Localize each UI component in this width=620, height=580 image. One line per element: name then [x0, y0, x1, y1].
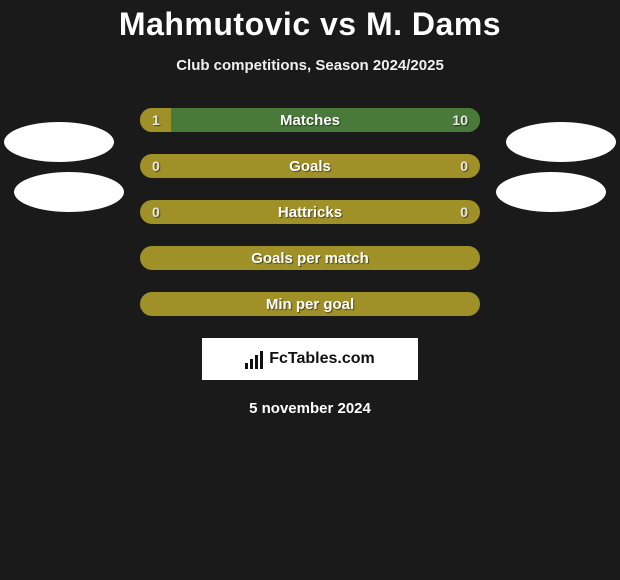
stat-bar-right [171, 108, 480, 132]
page-subtitle: Club competitions, Season 2024/2025 [0, 57, 620, 74]
stat-bar-left [140, 292, 480, 316]
page-title: Mahmutovic vs M. Dams [0, 6, 620, 43]
player-right-avatar-2 [496, 172, 606, 212]
date-text: 5 november 2024 [0, 400, 620, 417]
source-badge[interactable]: FcTables.com [202, 338, 418, 380]
source-badge-text: FcTables.com [269, 350, 375, 368]
player-left-avatar-1 [4, 122, 114, 162]
stat-bar-left [140, 200, 480, 224]
player-right-avatar-1 [506, 122, 616, 162]
stat-row: Matches110 [140, 108, 480, 132]
stat-row: Hattricks00 [140, 200, 480, 224]
stat-row: Goals00 [140, 154, 480, 178]
stat-bar-left [140, 154, 480, 178]
comparison-bars: Matches110 Goals00 Hattricks00 Goals per ma… [140, 108, 480, 316]
stat-bar-left [140, 108, 171, 132]
stat-row: Goals per match [140, 246, 480, 270]
comparison-card: Mahmutovic vs M. Dams Club competitions,… [0, 0, 620, 417]
stat-bar-left [140, 246, 480, 270]
stat-row: Min per goal [140, 292, 480, 316]
player-left-avatar-2 [14, 172, 124, 212]
bars-icon [245, 349, 263, 369]
